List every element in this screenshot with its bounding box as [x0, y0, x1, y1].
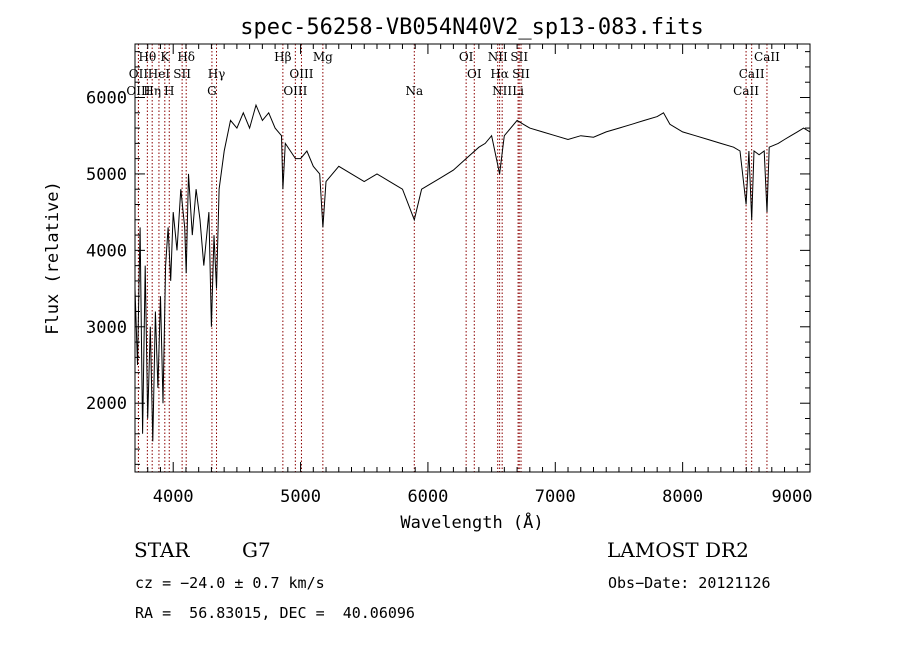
spectral-line-label: H — [164, 84, 174, 98]
observation-date: Obs−Date: 20121126 — [608, 574, 771, 592]
chart-title: spec-56258-VB054N40V2_sp13-083.fits — [240, 15, 704, 40]
spectral-line-label: Li — [512, 84, 524, 98]
x-tick-label: 5000 — [280, 487, 321, 507]
spectral-line-label: SII — [173, 67, 191, 81]
spectral-line-label: Hγ — [208, 67, 226, 81]
spectrum-line — [134, 103, 811, 442]
x-axis-ticks: 4000 5000 6000 7000 8000 9000 — [134, 44, 813, 507]
y-tick-label: 4000 — [86, 241, 127, 261]
spectral-line-label: OI — [467, 67, 482, 81]
spectral-line-label: Hδ — [177, 50, 195, 64]
y-tick-label: 3000 — [86, 318, 127, 338]
y-axis-ticks: 2000 3000 4000 5000 6000 — [86, 51, 810, 465]
spectral-line-label: SII — [512, 67, 530, 81]
spectral-line-label: HeI — [148, 67, 171, 81]
spectral-line-label: K — [160, 50, 170, 64]
object-subclass: G7 — [242, 538, 271, 562]
spectral-line-label: CaII — [739, 67, 765, 81]
x-tick-label: 8000 — [662, 487, 703, 507]
y-tick-label: 2000 — [86, 394, 127, 414]
spectral-line-label: CaII — [733, 84, 759, 98]
redshift-velocity: cz = −24.0 ± 0.7 km/s — [135, 574, 325, 592]
spectrum-series — [134, 103, 811, 442]
x-tick-label: 4000 — [153, 487, 194, 507]
spectral-line-label: OI — [459, 50, 474, 64]
spectral-line-markers — [137, 44, 768, 472]
spectral-line-label: NII — [492, 84, 512, 98]
spectral-line-label: Hθ — [139, 50, 157, 64]
x-tick-label: 9000 — [772, 487, 813, 507]
spectral-line-label: SII — [510, 50, 528, 64]
spectral-line-label: Na — [405, 84, 423, 98]
spectral-line-label: OII — [129, 67, 149, 81]
spectral-line-label: Mg — [313, 50, 333, 64]
survey-name: LAMOST DR2 — [607, 538, 749, 562]
spectral-line-label: Hα — [490, 67, 509, 81]
spectral-line-label: OIII — [126, 84, 150, 98]
plot-frame — [134, 43, 811, 473]
spectral-line-label: CaII — [754, 50, 780, 64]
spectral-line-label: G — [207, 84, 217, 98]
spectral-line-label: Hβ — [274, 50, 291, 64]
object-class: STAR — [134, 538, 190, 562]
y-axis-label: Flux (relative) — [43, 181, 63, 335]
coordinates: RA = 56.83015, DEC = 40.06096 — [135, 604, 415, 622]
x-axis-label: Wavelength (Å) — [400, 511, 543, 533]
x-tick-label: 7000 — [535, 487, 576, 507]
y-tick-label: 5000 — [86, 165, 127, 185]
x-tick-label: 6000 — [407, 487, 448, 507]
spectral-line-label: OIII — [289, 67, 313, 81]
spectral-line-label: Hη — [143, 84, 161, 98]
spectral-line-label: NII — [488, 50, 508, 64]
y-tick-label: 6000 — [86, 89, 127, 109]
spectral-line-label: OIII — [283, 84, 307, 98]
